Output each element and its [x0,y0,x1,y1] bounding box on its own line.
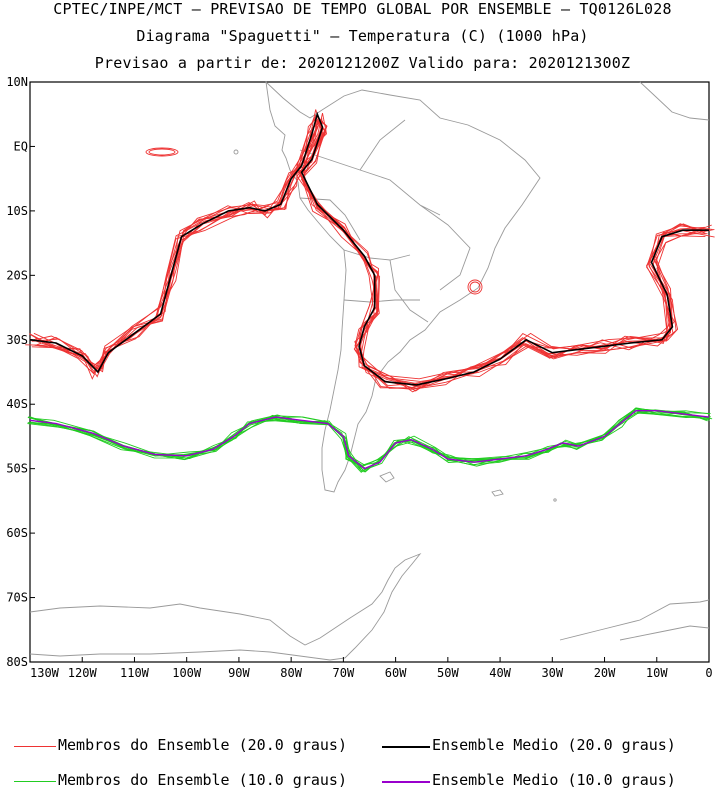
axis-ticks [29,81,710,663]
brazil-contour-blob [467,279,483,295]
lon-label: 0 [705,666,712,680]
lon-label: 110W [120,666,150,680]
lon-label: 20W [594,666,616,680]
lat-label: 70S [6,591,28,605]
lat-label: 40S [6,397,28,411]
africa-coast [639,81,710,121]
weddell-coast [559,599,710,641]
ensemble-mean-10 [29,410,710,470]
title-line-2: Diagrama "Spaguetti" — Temperatura (C) (… [136,27,589,45]
forecast-map: 10N EQ 10S 20S 30S 40S 50S 60S 70S 80S 130W 120W 11… [6,75,715,680]
legend-swatch-mean-20 [382,746,430,748]
lon-label: 60W [385,666,407,680]
lat-label: 80S [6,655,28,669]
legend-label-members-10: Membros do Ensemble (10.0 graus) [58,771,347,789]
sandwich-islands [553,498,557,502]
ensemble-mean-20 [29,111,709,386]
legend: Membros do Ensemble (20.0 graus) Ensembl… [0,734,725,792]
lon-label: 70W [333,666,355,680]
lat-label: 10N [6,75,28,89]
title-line-3: Previsao a partir de: 2020121200Z Valido… [94,54,631,72]
country-borders [299,119,471,323]
member-contour-20 [29,113,713,387]
south-georgia [491,489,504,497]
lon-label: 40W [489,666,511,680]
lat-label: 20S [6,268,28,282]
legend-swatch-members-10 [14,781,56,782]
legend-swatch-members-20 [14,746,56,747]
title-line-1: CPTEC/INPE/MCT — PREVISAO DE TEMPO GLOBA… [53,0,672,18]
lon-label: 130W [30,666,60,680]
galapagos [233,149,239,155]
lon-label: 100W [172,666,202,680]
brazil-contour-blob-inner [469,281,481,293]
legend-label-mean-10: Ensemble Medio (10.0 graus) [432,771,676,789]
coastlines [29,80,710,661]
longitude-labels: 130W 120W 110W 100W 90W 80W 70W 60W 50W 40W 30W 20W… [30,666,713,680]
lat-label: 50S [6,462,28,476]
legend-swatch-mean-10 [382,781,430,783]
lat-label: EQ [14,139,28,153]
lat-label: 30S [6,333,28,347]
lon-label: 10W [646,666,668,680]
member-contour-10 [29,409,713,466]
pacific-contour-blob-inner [148,148,176,156]
falkland-islands [379,471,395,483]
legend-label-mean-20: Ensemble Medio (20.0 graus) [432,736,676,754]
legend-label-members-20: Membros do Ensemble (20.0 graus) [58,736,347,754]
lon-label: 90W [228,666,250,680]
antarctica-coast [29,552,422,661]
latitude-labels: 10N EQ 10S 20S 30S 40S 50S 60S 70S 80S [6,75,28,669]
lon-label: 120W [68,666,98,680]
south-america-coast [265,80,541,493]
lon-label: 30W [541,666,563,680]
lat-label: 10S [6,204,28,218]
lat-label: 60S [6,526,28,540]
isolated-contours-20 [145,147,483,295]
lon-label: 80W [280,666,302,680]
lon-label: 50W [437,666,459,680]
pacific-contour-blob [145,147,179,157]
